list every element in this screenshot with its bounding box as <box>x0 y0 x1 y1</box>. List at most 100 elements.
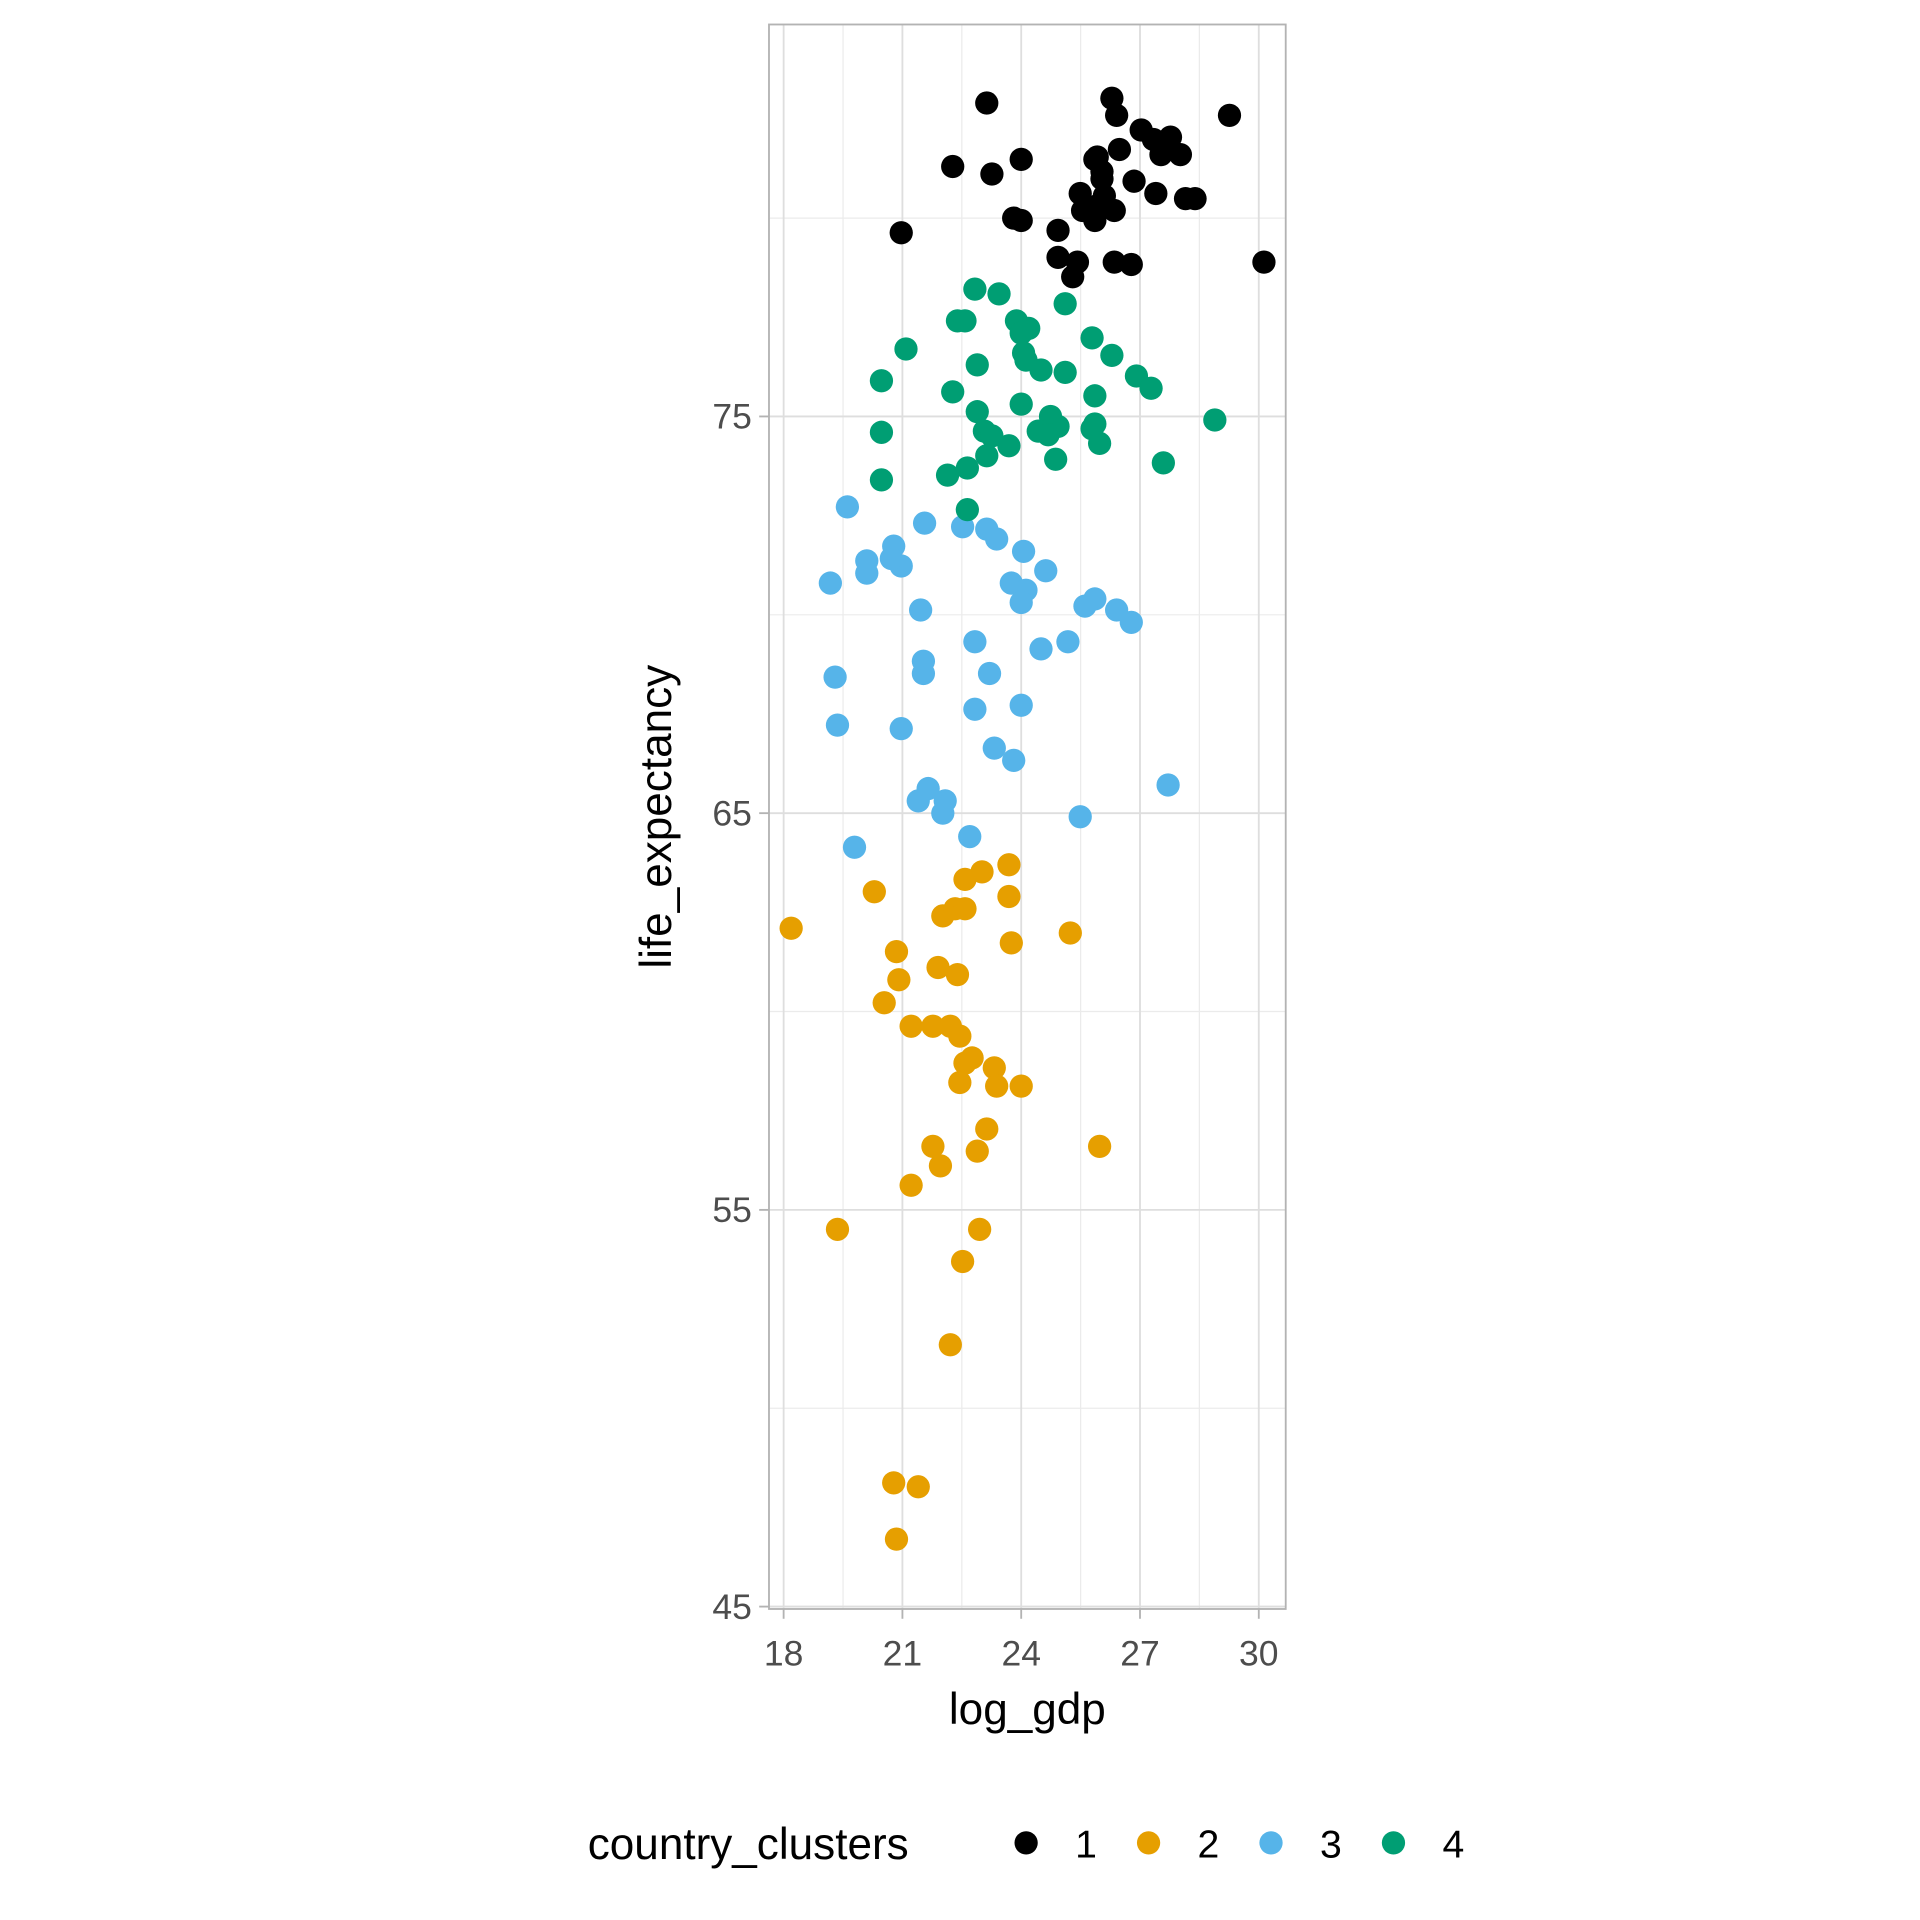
data-point-cluster-2 <box>884 939 909 964</box>
data-point-cluster-1 <box>1046 218 1070 243</box>
data-point-cluster-4 <box>1053 360 1077 385</box>
data-point-cluster-2 <box>899 1014 923 1038</box>
data-point-cluster-2 <box>899 1173 923 1197</box>
legend: country_clusters 1 2 3 4 <box>588 1820 1464 1869</box>
data-point-cluster-2 <box>968 1217 992 1241</box>
data-point-cluster-3 <box>1009 693 1033 717</box>
data-point-cluster-3 <box>1068 805 1092 829</box>
data-point-cluster-1 <box>1009 208 1033 233</box>
data-point-cluster-4 <box>935 463 960 487</box>
data-point-cluster-2 <box>950 1249 975 1274</box>
data-point-cluster-4 <box>1203 408 1227 432</box>
data-point-cluster-1 <box>1046 245 1070 269</box>
data-point-cluster-2 <box>960 1046 984 1070</box>
data-point-cluster-3 <box>842 835 867 859</box>
legend-title: country_clusters <box>588 1820 909 1869</box>
y-tick-label: 55 <box>712 1190 752 1230</box>
data-point-cluster-2 <box>997 853 1021 877</box>
data-point-cluster-2 <box>975 1117 999 1141</box>
y-tick-label: 75 <box>712 397 752 437</box>
data-point-cluster-1 <box>1105 103 1129 127</box>
data-point-cluster-4 <box>869 369 894 393</box>
data-point-cluster-4 <box>1029 358 1053 382</box>
data-point-cluster-3 <box>909 598 933 622</box>
data-point-cluster-1 <box>1102 250 1126 274</box>
data-point-cluster-3 <box>906 789 930 813</box>
data-point-cluster-1 <box>1168 142 1193 167</box>
data-point-cluster-4 <box>965 400 989 424</box>
data-point-cluster-1 <box>1102 198 1126 223</box>
data-point-cluster-4 <box>987 282 1011 306</box>
data-point-cluster-2 <box>965 1139 989 1163</box>
data-point-cluster-3 <box>911 661 936 686</box>
data-point-cluster-1 <box>889 221 913 245</box>
data-point-cluster-2 <box>921 1014 945 1038</box>
legend-label-2: 2 <box>1198 1824 1220 1867</box>
data-point-cluster-2 <box>970 860 994 884</box>
data-point-cluster-3 <box>889 717 913 741</box>
data-point-cluster-2 <box>1058 921 1082 945</box>
grid <box>768 24 1286 1609</box>
data-point-cluster-4 <box>1009 321 1033 345</box>
data-point-cluster-4 <box>955 498 979 522</box>
plot-panel <box>768 24 1286 1609</box>
data-point-cluster-2 <box>945 962 970 987</box>
data-point-cluster-4 <box>955 456 979 480</box>
data-point-cluster-4 <box>1083 412 1107 436</box>
data-point-cluster-4 <box>869 468 894 492</box>
data-point-cluster-1 <box>1090 160 1114 184</box>
data-point-cluster-3 <box>825 713 850 737</box>
x-tick-label: 18 <box>764 1633 804 1673</box>
data-point-cluster-2 <box>928 1154 953 1178</box>
x-tick-label: 24 <box>1001 1633 1041 1673</box>
data-point-cluster-2 <box>982 1056 1006 1080</box>
x-tick-label: 30 <box>1239 1633 1279 1673</box>
data-point-cluster-2 <box>882 1471 906 1495</box>
data-point-cluster-3 <box>985 527 1009 551</box>
data-point-cluster-1 <box>1061 265 1085 289</box>
data-point-cluster-4 <box>1044 447 1068 471</box>
data-point-cluster-3 <box>963 697 987 721</box>
data-point-cluster-4 <box>1080 326 1104 350</box>
data-point-cluster-4 <box>894 337 918 361</box>
data-point-cluster-4 <box>941 380 965 404</box>
data-point-cluster-3 <box>982 736 1006 760</box>
data-point-cluster-2 <box>985 1074 1009 1098</box>
data-point-cluster-3 <box>958 824 982 849</box>
legend-key-2 <box>1136 1831 1161 1855</box>
data-point-cluster-4 <box>1083 384 1107 408</box>
data-point-cluster-1 <box>1149 142 1173 167</box>
data-point-cluster-2 <box>825 1217 850 1241</box>
data-point-cluster-1 <box>1068 181 1092 206</box>
data-point-cluster-2 <box>948 1070 972 1095</box>
data-point-cluster-1 <box>1158 125 1183 149</box>
legend-key-4 <box>1381 1831 1406 1855</box>
data-point-cluster-2 <box>999 931 1023 955</box>
data-point-cluster-1 <box>1183 187 1207 211</box>
legend-label-4: 4 <box>1442 1824 1464 1867</box>
data-point-cluster-3 <box>912 511 937 535</box>
data-point-cluster-3 <box>1119 610 1143 634</box>
x-axis-title: log_gdp <box>949 1685 1106 1734</box>
data-point-cluster-3 <box>977 661 1002 686</box>
data-point-cluster-2 <box>1087 1134 1112 1159</box>
data-point-cluster-1 <box>941 154 965 179</box>
y-tick-label: 45 <box>712 1587 752 1627</box>
data-point-cluster-3 <box>1029 637 1053 661</box>
y-axis-title: life_expectancy <box>632 665 681 969</box>
data-point-cluster-2 <box>887 968 911 992</box>
data-point-cluster-1 <box>975 91 999 115</box>
data-point-cluster-4 <box>1100 343 1124 367</box>
data-point-cluster-3 <box>1011 539 1036 563</box>
data-point-cluster-2 <box>872 991 896 1015</box>
data-point-cluster-2 <box>862 880 886 904</box>
data-point-cluster-2 <box>1009 1074 1033 1098</box>
legend-label-3: 3 <box>1320 1824 1342 1867</box>
data-point-cluster-1 <box>1122 169 1146 193</box>
data-point-cluster-1 <box>980 162 1004 186</box>
data-point-cluster-4 <box>965 353 989 377</box>
data-point-cluster-1 <box>1252 250 1276 274</box>
data-point-cluster-3 <box>1083 587 1107 611</box>
legend-key-3 <box>1259 1831 1283 1855</box>
data-point-cluster-4 <box>1139 376 1163 400</box>
